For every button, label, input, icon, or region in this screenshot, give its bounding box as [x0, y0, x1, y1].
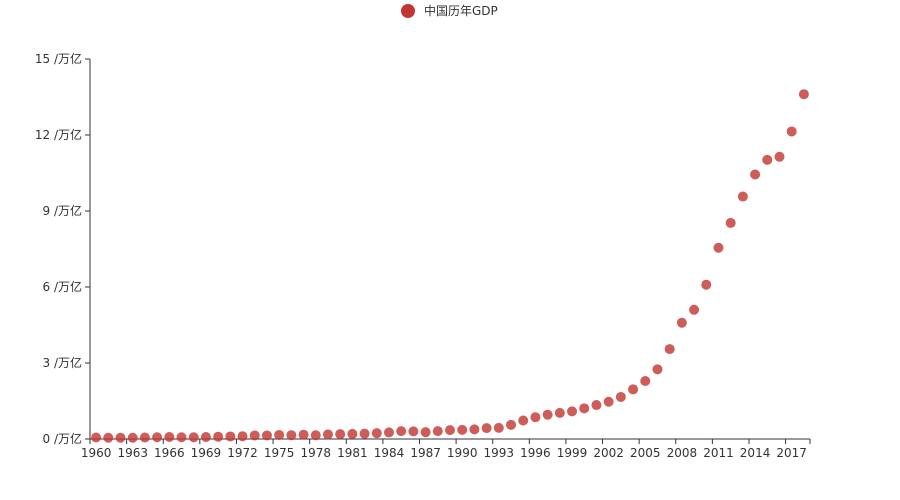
- y-tick-label: 0 /万亿: [43, 431, 83, 446]
- data-point[interactable]: [432, 426, 443, 437]
- data-point[interactable]: [615, 391, 626, 402]
- data-point[interactable]: [383, 427, 394, 438]
- x-tick-label: 1990: [447, 446, 478, 460]
- x-tick-label: 1960: [81, 446, 112, 460]
- x-tick-label: 2017: [776, 446, 807, 460]
- data-point[interactable]: [481, 423, 492, 434]
- data-point[interactable]: [579, 403, 590, 414]
- data-point[interactable]: [359, 428, 370, 439]
- data-point[interactable]: [322, 429, 333, 440]
- data-point[interactable]: [188, 432, 199, 443]
- y-tick-label: 6 /万亿: [43, 279, 83, 294]
- data-point[interactable]: [371, 428, 382, 439]
- data-point[interactable]: [115, 432, 126, 443]
- data-point[interactable]: [200, 431, 211, 442]
- data-point[interactable]: [713, 242, 724, 253]
- x-tick-label: 2008: [667, 446, 698, 460]
- data-point[interactable]: [518, 415, 529, 426]
- data-point[interactable]: [298, 429, 309, 440]
- x-tick-label: 1981: [337, 446, 368, 460]
- data-point[interactable]: [798, 89, 809, 100]
- data-point[interactable]: [335, 429, 346, 440]
- data-point[interactable]: [396, 426, 407, 437]
- x-tick-label: 2014: [740, 446, 771, 460]
- data-point[interactable]: [762, 154, 773, 165]
- data-point[interactable]: [786, 126, 797, 137]
- x-tick-label: 1972: [227, 446, 258, 460]
- data-point[interactable]: [225, 431, 236, 442]
- data-point[interactable]: [286, 430, 297, 441]
- y-axis: 0 /万亿 3 /万亿 6 /万亿 9 /万亿 12 /万亿 15 /万亿: [35, 51, 91, 446]
- data-point[interactable]: [689, 304, 700, 315]
- y-tick-label: 3 /万亿: [43, 355, 83, 370]
- data-point[interactable]: [261, 430, 272, 441]
- data-point[interactable]: [103, 432, 114, 443]
- x-tick-label: 1978: [300, 446, 331, 460]
- data-point[interactable]: [774, 151, 785, 162]
- x-axis: 1960 1963 1966 1969 1972 1975 1978 1981 1984 1987…: [81, 438, 811, 460]
- data-point[interactable]: [127, 432, 138, 443]
- x-tick-label: 1999: [557, 446, 588, 460]
- legend[interactable]: 中国历年GDP: [401, 3, 498, 18]
- data-point[interactable]: [530, 412, 541, 423]
- x-tick-label: 1996: [520, 446, 551, 460]
- x-tick-label: 1963: [117, 446, 148, 460]
- data-point[interactable]: [542, 409, 553, 420]
- data-point[interactable]: [603, 396, 614, 407]
- data-point[interactable]: [628, 384, 639, 395]
- x-tick-label: 2011: [703, 446, 734, 460]
- x-tick-label: 2005: [630, 446, 661, 460]
- data-point[interactable]: [237, 431, 248, 442]
- data-point[interactable]: [737, 191, 748, 202]
- y-tick-label: 15 /万亿: [35, 51, 82, 66]
- legend-label: 中国历年GDP: [424, 3, 498, 18]
- data-point[interactable]: [408, 426, 419, 437]
- data-point[interactable]: [554, 407, 565, 418]
- data-point[interactable]: [249, 430, 260, 441]
- y-tick-label: 12 /万亿: [35, 127, 82, 142]
- data-point[interactable]: [469, 424, 480, 435]
- data-point[interactable]: [139, 432, 150, 443]
- data-point[interactable]: [664, 344, 675, 355]
- data-point[interactable]: [567, 406, 578, 417]
- y-tick-label: 9 /万亿: [43, 203, 83, 218]
- data-point[interactable]: [445, 425, 455, 436]
- x-tick-label: 1969: [191, 446, 222, 460]
- data-point[interactable]: [152, 432, 163, 443]
- data-point[interactable]: [701, 279, 712, 290]
- data-point[interactable]: [176, 432, 187, 443]
- data-point[interactable]: [347, 428, 358, 439]
- x-tick-label: 1993: [484, 446, 515, 460]
- x-tick-label: 1984: [374, 446, 405, 460]
- x-tick-label: 1975: [264, 446, 295, 460]
- data-point[interactable]: [750, 169, 761, 180]
- data-point[interactable]: [420, 427, 431, 438]
- data-point[interactable]: [164, 431, 175, 442]
- data-point[interactable]: [310, 430, 321, 441]
- data-point[interactable]: [506, 419, 517, 430]
- legend-marker: [401, 4, 415, 18]
- x-tick-label: 1987: [410, 446, 441, 460]
- data-point[interactable]: [213, 431, 224, 442]
- data-point[interactable]: [640, 375, 651, 386]
- data-point[interactable]: [274, 429, 285, 440]
- data-point[interactable]: [591, 400, 602, 411]
- x-tick-label: 1966: [154, 446, 185, 460]
- data-point[interactable]: [676, 317, 687, 328]
- data-point[interactable]: [457, 424, 468, 435]
- data-point[interactable]: [493, 422, 504, 433]
- data-point[interactable]: [652, 364, 663, 375]
- data-point[interactable]: [91, 432, 102, 443]
- data-point[interactable]: [725, 217, 736, 228]
- x-tick-label: 2002: [593, 446, 624, 460]
- data-points: [91, 89, 809, 443]
